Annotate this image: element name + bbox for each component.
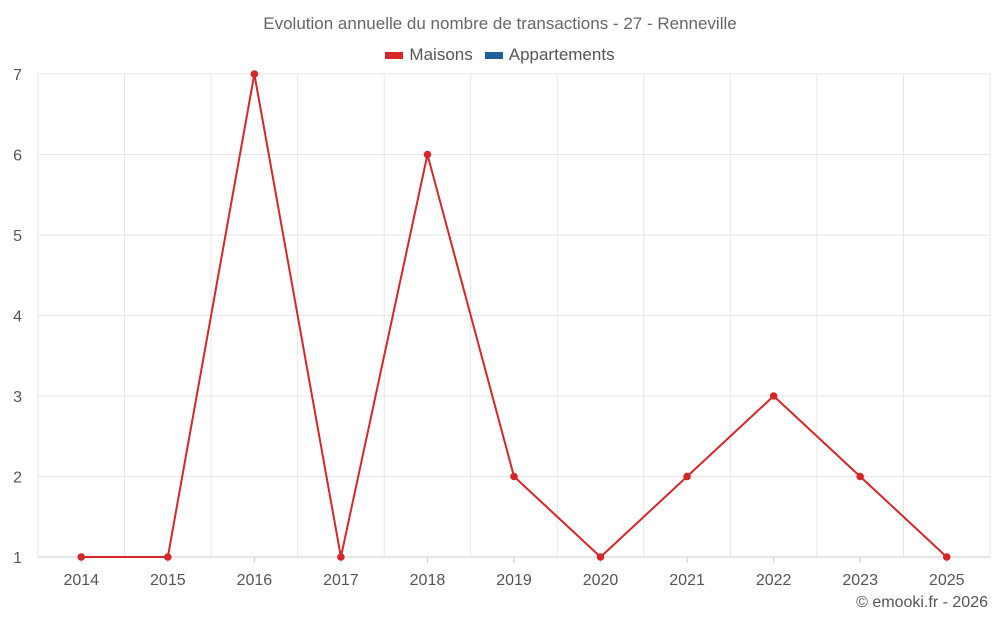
y-tick-label: 6 xyxy=(13,148,22,165)
data-point xyxy=(683,472,691,481)
y-tick-label: 7 xyxy=(13,67,22,84)
credit: © emooki.fr - 2026 xyxy=(856,594,988,611)
x-tick-label: 2016 xyxy=(237,572,273,589)
legend-label-maisons: Maisons xyxy=(409,45,473,64)
legend: Maisons Appartements xyxy=(0,45,1000,65)
data-point xyxy=(164,553,172,561)
x-tick-label: 2023 xyxy=(842,572,878,589)
legend-item-appartements[interactable]: Appartements xyxy=(484,45,615,65)
y-tick-label: 2 xyxy=(13,470,22,487)
data-point xyxy=(337,553,345,561)
y-tick-label: 3 xyxy=(13,389,22,406)
x-tick-label: 2020 xyxy=(583,572,619,589)
data-point xyxy=(769,392,778,400)
x-tick-label: 2022 xyxy=(756,572,792,589)
data-point xyxy=(510,472,518,481)
legend-item-maisons[interactable]: Maisons xyxy=(385,45,473,65)
chart-title: Evolution annuelle du nombre de transact… xyxy=(263,14,737,33)
x-tick-label: 2021 xyxy=(669,572,705,589)
y-tick-label: 1 xyxy=(13,550,22,567)
data-point xyxy=(856,472,864,481)
x-tick-label: 2017 xyxy=(323,572,359,589)
data-point xyxy=(423,150,432,159)
data-point xyxy=(250,70,259,78)
legend-swatch-maisons xyxy=(385,51,404,59)
x-tick-label: 2019 xyxy=(496,572,532,589)
legend-swatch-appartements xyxy=(484,51,503,59)
x-tick-label: 2018 xyxy=(410,572,446,589)
y-tick-label: 4 xyxy=(13,309,22,326)
data-point xyxy=(596,553,605,561)
x-tick-label: 2015 xyxy=(150,572,186,589)
data-point xyxy=(942,553,951,561)
data-point xyxy=(77,553,86,561)
legend-label-appartements: Appartements xyxy=(508,45,615,64)
x-tick-label: 2025 xyxy=(929,572,965,589)
x-tick-label: 2014 xyxy=(63,572,99,589)
y-tick-label: 5 xyxy=(13,228,22,245)
